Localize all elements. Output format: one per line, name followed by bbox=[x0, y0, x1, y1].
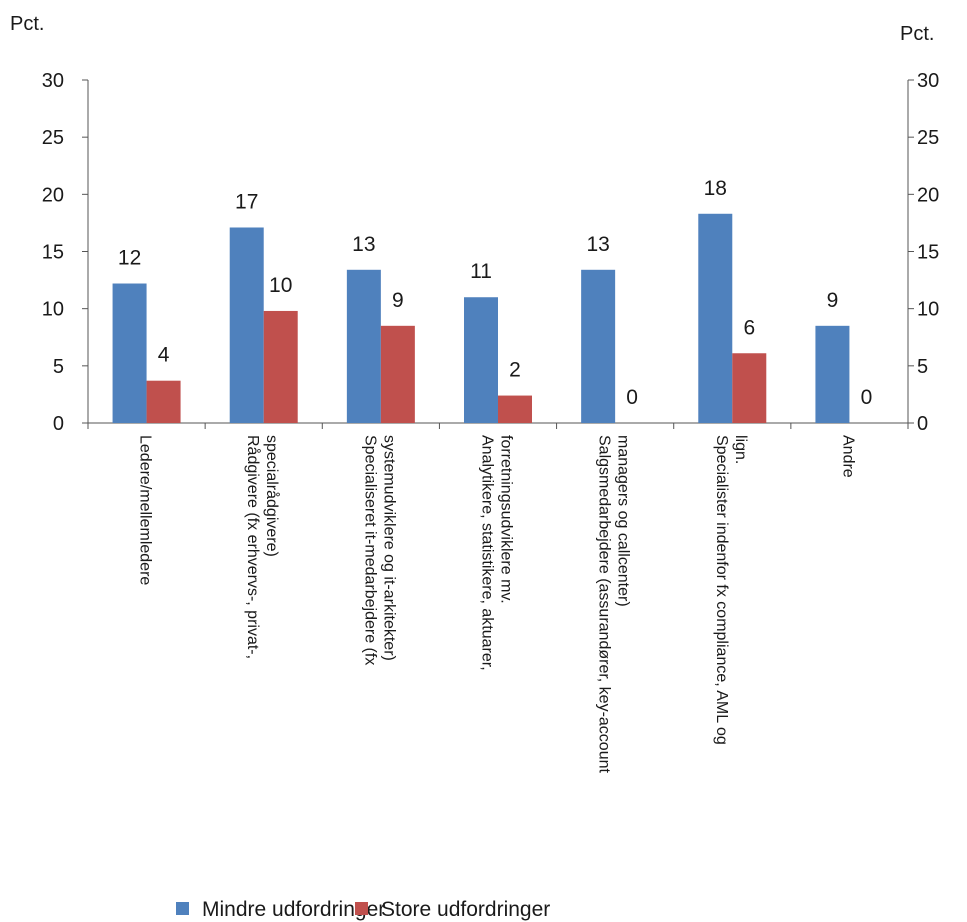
data-label-mindre: 9 bbox=[827, 289, 839, 312]
category-label-line: forretningsudviklere mv. bbox=[498, 435, 515, 604]
right-y-tick-label: 30 bbox=[917, 70, 939, 92]
left-y-tick-label: 20 bbox=[42, 184, 64, 206]
data-labels: 12 17 13 11 13 18 9 4 10 9 2 0 6 0 bbox=[118, 177, 872, 409]
right-y-tick-label: 0 bbox=[917, 413, 928, 435]
category-label-line: Analytikere, statistikere, aktuarer, bbox=[479, 435, 496, 671]
category-label-line: Specialister indenfor fx compliance, AML… bbox=[713, 435, 730, 745]
category-label: Ledere/mellemledere bbox=[137, 435, 154, 585]
right-y-tick-label: 25 bbox=[917, 127, 939, 149]
data-label-store: 4 bbox=[158, 344, 170, 367]
bar-mindre bbox=[698, 213, 733, 423]
data-label-mindre: 11 bbox=[470, 260, 492, 283]
data-label-mindre: 12 bbox=[118, 247, 141, 270]
left-axis-unit: Pct. bbox=[10, 13, 44, 35]
category-label: Andre bbox=[839, 435, 856, 478]
category-labels: Ledere/mellemledere Rådgivere (fx erhverv… bbox=[137, 435, 857, 774]
bar-store bbox=[146, 380, 181, 423]
data-label-store: 10 bbox=[269, 274, 292, 297]
bar-mindre bbox=[815, 325, 850, 423]
data-label-mindre: 17 bbox=[235, 190, 258, 213]
legend-swatch-mindre bbox=[176, 902, 189, 915]
bar-mindre bbox=[581, 269, 616, 423]
bar-mindre bbox=[464, 297, 498, 423]
legend-swatch-store bbox=[355, 902, 368, 915]
data-label-store: 0 bbox=[626, 386, 638, 409]
bars bbox=[112, 213, 850, 423]
right-y-tick-label: 15 bbox=[917, 242, 939, 264]
category-label: Analytikere, statistikere, aktuarer, forr… bbox=[479, 435, 515, 671]
bar-mindre bbox=[346, 269, 381, 423]
category-label-line: lign. bbox=[732, 435, 749, 464]
legend-label-mindre: Mindre udfordringer bbox=[202, 898, 385, 921]
category-label: Specialiseret it-medarbejdere (fx systemu… bbox=[361, 435, 397, 665]
category-label-line: Andre bbox=[839, 435, 856, 478]
left-y-tick-label: 5 bbox=[53, 356, 64, 378]
bar-store bbox=[732, 353, 767, 423]
legend-label-store: Store udfordringer bbox=[381, 898, 550, 921]
right-y-tick-label: 5 bbox=[917, 356, 928, 378]
left-y-tick-label: 30 bbox=[42, 70, 64, 92]
category-label-line: Specialiseret it-medarbejdere (fx bbox=[361, 435, 378, 665]
left-y-tick-label: 0 bbox=[53, 413, 64, 435]
data-label-store: 2 bbox=[509, 359, 521, 382]
data-label-store: 0 bbox=[861, 386, 873, 409]
bar-store bbox=[263, 310, 298, 423]
right-y-tick-label: 10 bbox=[917, 299, 939, 321]
right-axis-unit: Pct. bbox=[900, 23, 934, 45]
category-label-line: specialrådgivere) bbox=[263, 435, 281, 557]
data-label-mindre: 13 bbox=[352, 233, 375, 256]
left-y-tick-label: 10 bbox=[42, 299, 64, 321]
left-y-tick-label: 15 bbox=[42, 242, 64, 264]
category-label-line: managers og callcenter) bbox=[615, 435, 632, 607]
bar-mindre bbox=[229, 227, 264, 423]
data-label-store: 6 bbox=[743, 316, 755, 339]
category-label: Specialister indenfor fx compliance, AML… bbox=[713, 435, 749, 745]
category-label: Rådgivere (fx erhvervs-, privat-, special… bbox=[244, 435, 281, 659]
category-label-line: Salgsmedarbejdere (assurandører, key-acc… bbox=[596, 435, 613, 774]
bar-store bbox=[498, 395, 532, 423]
bar-mindre bbox=[112, 283, 147, 423]
category-label-line: Rådgivere (fx erhvervs-, privat-, bbox=[244, 435, 262, 659]
left-y-tick-label: 25 bbox=[42, 127, 64, 149]
category-label-line: systemudviklere og it-arkitekter) bbox=[380, 435, 397, 661]
category-label: Salgsmedarbejdere (assurandører, key-acc… bbox=[596, 435, 632, 774]
right-y-tick-label: 20 bbox=[917, 184, 939, 206]
data-label-store: 9 bbox=[392, 289, 404, 312]
bar-store bbox=[380, 325, 415, 423]
data-label-mindre: 13 bbox=[586, 233, 609, 256]
data-label-mindre: 18 bbox=[704, 177, 727, 200]
category-label-line: Ledere/mellemledere bbox=[137, 435, 154, 585]
legend: Mindre udfordringer Store udfordringer bbox=[176, 898, 550, 921]
